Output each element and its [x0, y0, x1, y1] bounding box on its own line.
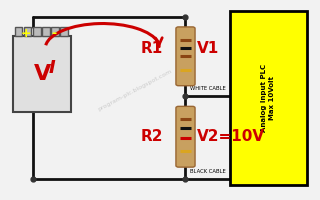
FancyBboxPatch shape: [15, 27, 22, 36]
FancyBboxPatch shape: [230, 11, 307, 185]
FancyBboxPatch shape: [13, 36, 71, 112]
Text: V2=10V: V2=10V: [197, 129, 265, 144]
Text: V: V: [34, 64, 51, 84]
Text: program-plc.blogspot.com: program-plc.blogspot.com: [97, 68, 172, 112]
Text: WHITE CABLE: WHITE CABLE: [190, 86, 226, 91]
FancyBboxPatch shape: [176, 27, 195, 86]
FancyBboxPatch shape: [42, 27, 50, 36]
Text: BLACK CABLE: BLACK CABLE: [190, 169, 226, 174]
Text: Analog Input PLC
Max 10Volt: Analog Input PLC Max 10Volt: [261, 64, 275, 132]
Text: R1: R1: [141, 41, 163, 56]
Text: +: +: [21, 27, 31, 40]
Text: R2: R2: [141, 129, 163, 144]
FancyBboxPatch shape: [60, 27, 68, 36]
Text: I: I: [48, 59, 55, 77]
FancyBboxPatch shape: [176, 106, 195, 167]
FancyBboxPatch shape: [24, 27, 31, 36]
FancyBboxPatch shape: [33, 27, 41, 36]
FancyBboxPatch shape: [51, 27, 59, 36]
Text: -: -: [51, 27, 56, 40]
Text: V1: V1: [197, 41, 219, 56]
